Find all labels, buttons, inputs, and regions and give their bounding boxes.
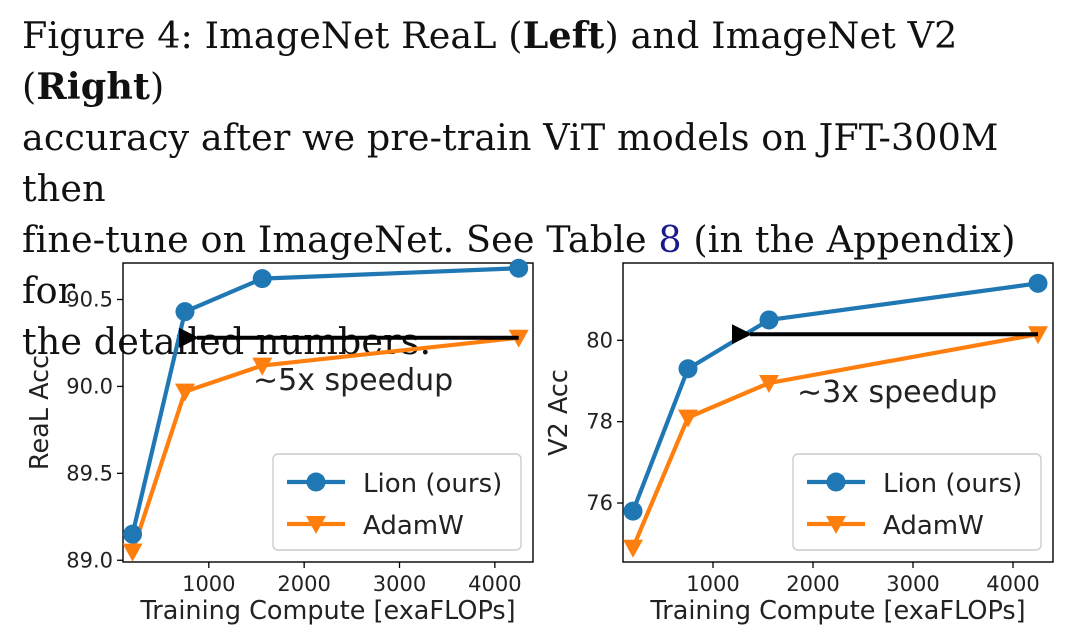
legend-marker-lion bbox=[826, 472, 846, 492]
y-tick-label: 80 bbox=[586, 328, 613, 352]
adamw-data-point bbox=[623, 539, 643, 558]
caption-text: ) and ImageNet V2 ( bbox=[22, 14, 958, 108]
series-line-adamw bbox=[130, 335, 519, 553]
y-tick-label: 78 bbox=[586, 410, 613, 434]
lion-data-point bbox=[678, 359, 698, 379]
speedup-annotation: ∼5x speedup bbox=[253, 363, 453, 398]
x-tick-label: 2000 bbox=[786, 572, 839, 596]
x-tick-label: 3000 bbox=[886, 572, 939, 596]
speedup-annotation: ∼3x speedup bbox=[797, 375, 997, 410]
x-axis-label: Training Compute [exaFLOPs] bbox=[139, 596, 515, 626]
x-axis-label: Training Compute [exaFLOPs] bbox=[649, 596, 1025, 626]
y-axis-label: ReaL Acc bbox=[25, 355, 55, 470]
y-axis-label: V2 Acc bbox=[545, 369, 574, 456]
legend-label: AdamW bbox=[883, 511, 984, 541]
table-reference-link[interactable]: 8 bbox=[658, 218, 682, 261]
x-tick-label: 4000 bbox=[986, 572, 1039, 596]
real-accuracy-chart: 1000 2000 3000 4000 89.0 89.5 90.0 90.5 Training… bbox=[25, 258, 534, 626]
caption-text: accuracy after we pre-train ViT models o… bbox=[22, 116, 999, 210]
legend-label: Lion (ours) bbox=[363, 469, 502, 499]
legend-marker-adamw bbox=[826, 516, 846, 534]
x-tick-label: 4000 bbox=[468, 572, 521, 596]
adamw-data-point bbox=[678, 409, 698, 428]
plot-frame bbox=[622, 262, 1054, 563]
x-tick-label: 2000 bbox=[277, 572, 330, 596]
adamw-data-point bbox=[174, 383, 195, 402]
adamw-data-point bbox=[252, 357, 273, 376]
x-tick-label: 1000 bbox=[686, 572, 739, 596]
caption-left-word: Left bbox=[522, 14, 605, 57]
caption-right-word: Right bbox=[36, 65, 150, 108]
legend-marker-lion bbox=[306, 472, 326, 492]
lion-data-point bbox=[759, 310, 779, 330]
legend-label: Lion (ours) bbox=[883, 469, 1022, 499]
y-tick-label: 89.0 bbox=[66, 548, 113, 572]
lion-data-point bbox=[252, 269, 272, 289]
y-tick-label: 76 bbox=[586, 491, 613, 515]
adamw-data-point bbox=[759, 375, 779, 394]
legend-marker-adamw bbox=[306, 516, 326, 534]
lion-data-point bbox=[1028, 273, 1048, 293]
legend-label: AdamW bbox=[363, 511, 464, 541]
series-line-lion bbox=[631, 281, 1039, 512]
caption-text: ) bbox=[149, 65, 165, 108]
lion-data-point bbox=[509, 258, 529, 278]
series-line-adamw bbox=[631, 332, 1039, 549]
v2-accuracy-chart: 1000 2000 3000 4000 76 78 80 Training Compute [… bbox=[545, 262, 1054, 626]
plot-frame bbox=[122, 262, 534, 563]
caption-text: Figure 4: ImageNet ReaL ( bbox=[22, 14, 523, 57]
caption-text: fine-tune on ImageNet. See Table bbox=[22, 218, 659, 261]
y-tick-label: 90.5 bbox=[66, 288, 113, 312]
y-tick-label: 89.5 bbox=[66, 461, 113, 485]
lion-data-point bbox=[175, 302, 195, 322]
y-tick-label: 90.0 bbox=[66, 374, 113, 398]
x-tick-label: 3000 bbox=[373, 572, 426, 596]
series-line-lion bbox=[130, 266, 519, 535]
lion-data-point bbox=[123, 524, 143, 544]
lion-data-point bbox=[623, 501, 643, 521]
adamw-data-point bbox=[122, 543, 143, 562]
caption-text: (in the Appendix) for bbox=[22, 218, 1016, 312]
figure-caption: Figure 4: ImageNet ReaL (Left) and Image… bbox=[22, 10, 1067, 367]
x-tick-label: 1000 bbox=[182, 572, 235, 596]
